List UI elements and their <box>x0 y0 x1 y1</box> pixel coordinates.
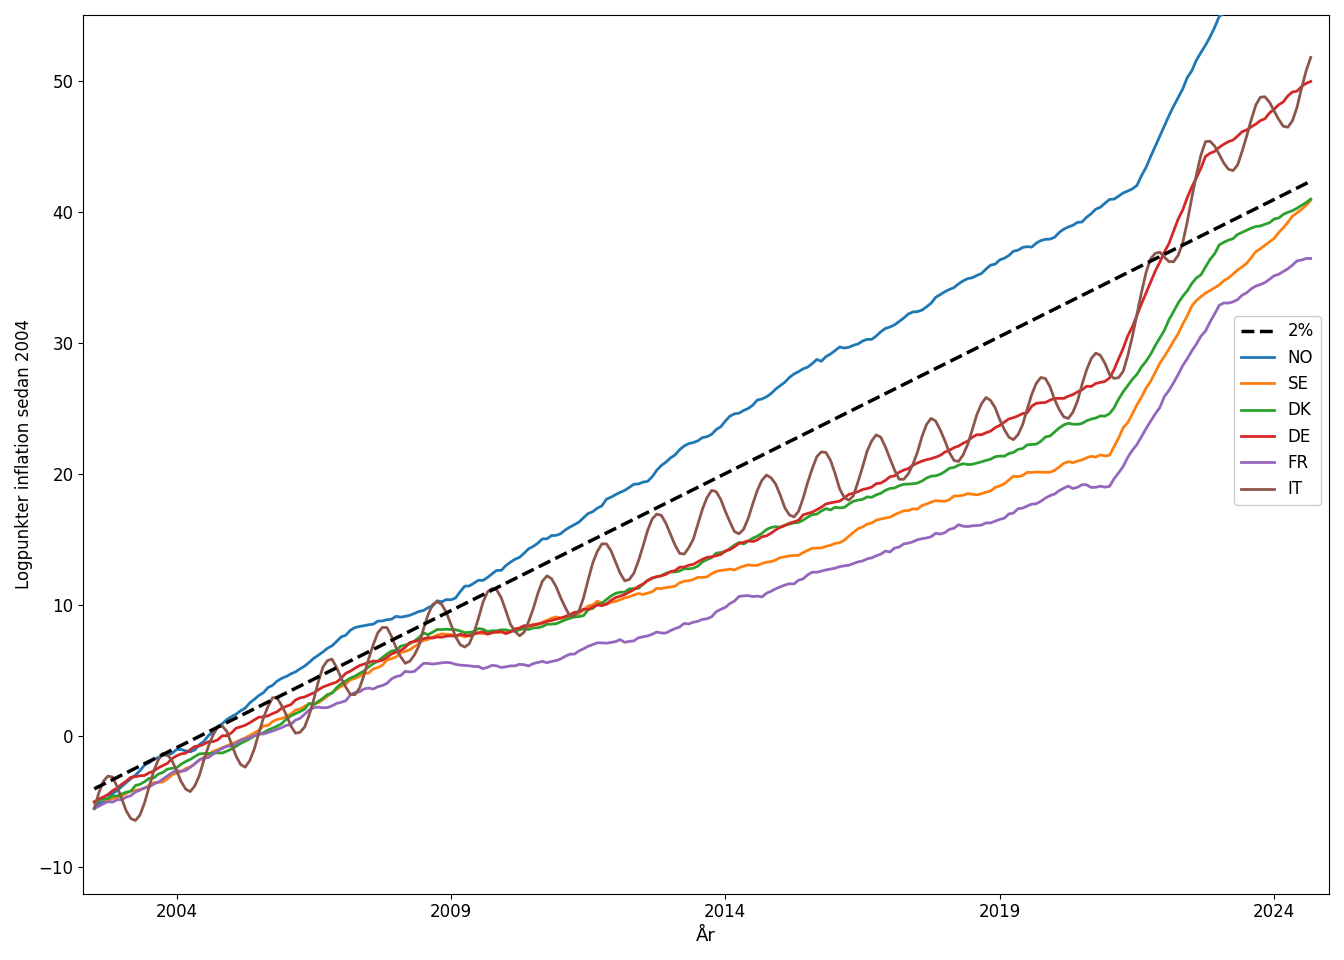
DE <box>1129 310 1145 322</box>
2% <box>1302 176 1318 187</box>
2% <box>1129 262 1145 274</box>
DE <box>552 612 569 624</box>
DK <box>86 796 102 807</box>
IT <box>128 815 144 827</box>
2% <box>328 662 344 674</box>
NO <box>141 756 157 768</box>
DK <box>328 682 344 693</box>
SE <box>1129 399 1145 411</box>
DE <box>891 467 907 478</box>
IT <box>114 793 130 804</box>
FR <box>891 541 907 553</box>
FR <box>552 653 569 664</box>
DK <box>1129 369 1145 380</box>
Line: NO: NO <box>94 0 1310 808</box>
NO <box>328 636 344 647</box>
IT <box>558 602 574 613</box>
2% <box>141 756 157 767</box>
SE <box>552 612 569 624</box>
Line: FR: FR <box>94 258 1310 808</box>
Line: 2%: 2% <box>94 181 1310 789</box>
SE <box>328 684 344 695</box>
Line: DK: DK <box>94 199 1310 802</box>
FR <box>141 781 157 793</box>
DK <box>141 773 157 784</box>
DE <box>114 779 130 790</box>
FR <box>114 794 130 805</box>
IT <box>1133 287 1149 299</box>
NO <box>891 316 907 327</box>
DE <box>1302 76 1318 87</box>
DK <box>891 480 907 492</box>
SE <box>891 507 907 518</box>
FR <box>86 803 102 814</box>
DE <box>328 677 344 688</box>
SE <box>86 796 102 807</box>
Legend: 2%, NO, SE, DK, DE, FR, IT: 2%, NO, SE, DK, DE, FR, IT <box>1234 316 1321 505</box>
Y-axis label: Logpunkter inflation sedan 2004: Logpunkter inflation sedan 2004 <box>15 320 34 589</box>
IT <box>145 765 161 777</box>
IT <box>1302 52 1318 63</box>
Line: DE: DE <box>94 82 1310 802</box>
IT <box>895 473 911 485</box>
IT <box>86 803 102 814</box>
FR <box>328 698 344 709</box>
SE <box>114 790 130 802</box>
2% <box>86 783 102 795</box>
NO <box>114 780 130 792</box>
2% <box>891 381 907 393</box>
SE <box>1302 195 1318 206</box>
Line: SE: SE <box>94 201 1310 802</box>
FR <box>1129 439 1145 450</box>
2% <box>552 550 569 562</box>
DE <box>141 767 157 779</box>
X-axis label: År: År <box>696 927 716 945</box>
IT <box>333 672 349 684</box>
NO <box>552 528 569 540</box>
NO <box>1129 180 1145 191</box>
DK <box>114 788 130 800</box>
Line: IT: IT <box>94 58 1310 821</box>
DE <box>86 796 102 807</box>
DK <box>552 616 569 628</box>
NO <box>86 803 102 814</box>
DK <box>1302 193 1318 204</box>
2% <box>114 769 130 780</box>
FR <box>1302 252 1318 264</box>
SE <box>141 780 157 791</box>
